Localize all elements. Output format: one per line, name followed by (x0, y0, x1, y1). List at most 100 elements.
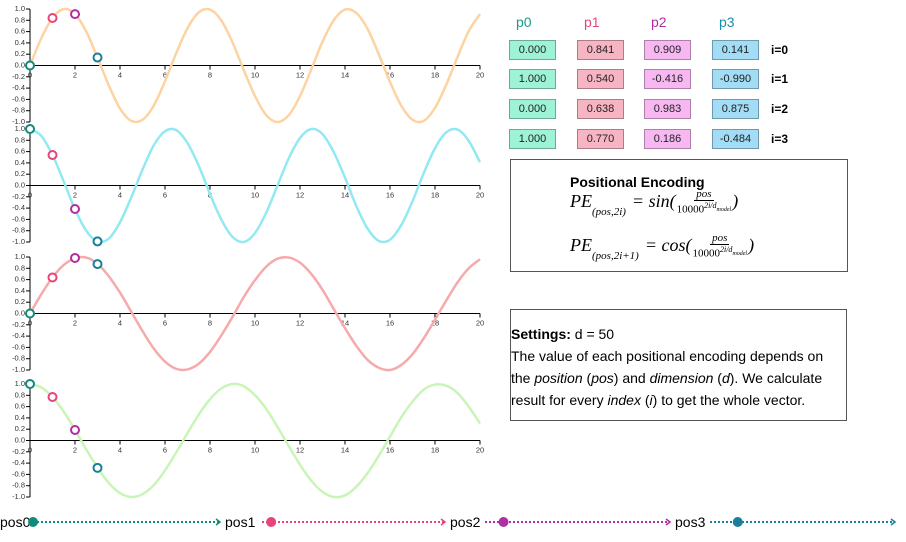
numerator: pos (694, 188, 714, 201)
x-tick-label: 6 (163, 70, 167, 79)
denominator: 100002i/dmodel (677, 201, 732, 216)
formula-eq: = sin( (631, 191, 676, 212)
point (70, 424, 80, 435)
y-tick-label: -0.6 (12, 469, 25, 478)
slider-knob[interactable] (498, 517, 509, 527)
point (47, 149, 58, 160)
column-header: p1 (584, 14, 600, 30)
y-tick-label: 1.0 (15, 252, 25, 261)
y-tick-label: -0.4 (12, 458, 25, 467)
y-tick-label: 1.0 (15, 379, 25, 388)
column-header: p2 (651, 14, 667, 30)
x-tick-label: 12 (296, 190, 304, 199)
curve (29, 127, 482, 244)
x-tick-label: 10 (251, 70, 259, 79)
x-tick-label: 6 (163, 445, 167, 454)
exponent-text: 2i/d (704, 201, 717, 210)
point (92, 52, 103, 63)
formula-box: Positional Encoding PE (pos,2i) = sin(pos 1… (510, 159, 848, 272)
x-tick-label: 16 (386, 70, 394, 79)
formula-title: Positional Encoding (570, 174, 705, 190)
slider-knob[interactable] (28, 517, 38, 527)
point (47, 391, 58, 402)
y-tick-label: -1.0 (12, 237, 25, 246)
curve (28, 7, 482, 124)
y-tick-label: -1.0 (12, 117, 25, 126)
point (47, 272, 58, 283)
settings-text: The value of each positional encoding de… (511, 345, 846, 411)
slider-arrow (440, 518, 447, 526)
x-tick-label: 6 (163, 190, 167, 199)
y-tick-label: 0.0 (15, 308, 25, 317)
x-tick-label: 0 (28, 318, 32, 327)
y-tick-label: -0.8 (12, 106, 25, 115)
column-header: p3 (719, 14, 735, 30)
formula-line: PE (pos,2i) = sin(pos 100002i/dmodel) (570, 188, 739, 218)
y-tick-label: 0.0 (15, 435, 25, 444)
formula-sub: (pos,2i+1) (592, 249, 639, 262)
x-tick-label: 2 (73, 70, 77, 79)
slider-label: pos1 (225, 514, 256, 530)
y-tick-label: 1.0 (15, 124, 25, 133)
x-tick-label: 0 (28, 70, 32, 79)
x-tick-label: 6 (163, 318, 167, 327)
slider-knob[interactable] (732, 517, 743, 527)
settings-line: Settings: d = 50 (511, 323, 846, 345)
x-tick-label: 14 (341, 445, 349, 454)
exponent-sub: model (716, 206, 732, 213)
numerator: pos (710, 232, 730, 245)
x-tick-label: 4 (118, 70, 122, 79)
y-tick-label: -0.2 (12, 192, 25, 201)
cell: 0.875 (712, 99, 759, 119)
exponent: 2i/dmodel (720, 245, 747, 257)
point (70, 204, 80, 215)
x-tick-label: 20 (476, 445, 484, 454)
x-tick-label: 10 (251, 318, 259, 327)
text-segment: dimension (649, 370, 714, 386)
x-tick-label: 12 (296, 445, 304, 454)
cell: 0.000 (509, 99, 556, 119)
y-tick-label: -0.2 (12, 72, 25, 81)
cell: -0.484 (712, 129, 759, 149)
x-tick-label: 2 (73, 190, 77, 199)
y-tick-label: 0.8 (15, 15, 25, 24)
point (25, 124, 35, 134)
y-tick-label: -1.0 (12, 492, 25, 501)
text-segment: i (649, 392, 653, 408)
cell: 1.000 (509, 129, 556, 149)
x-tick-label: 20 (476, 318, 484, 327)
fraction: pos 100002i/dmodel (692, 232, 747, 260)
y-tick-label: 0.4 (15, 38, 25, 47)
y-tick-label: -0.8 (12, 226, 25, 235)
row-label: i=3 (771, 132, 789, 146)
formula-line: PE (pos,2i+1) = cos(pos 100002i/dmodel) (570, 232, 754, 262)
slider-arrow (665, 518, 672, 526)
slider-arrow (215, 518, 222, 526)
x-tick-label: 2 (73, 445, 77, 454)
y-tick-label: -0.6 (12, 94, 25, 103)
text-segment: ) and (613, 370, 650, 386)
settings-value: d = 50 (574, 326, 615, 342)
exponent: 2i/dmodel (704, 201, 732, 213)
text-segment: ) to get the whole vector. (652, 392, 806, 408)
y-tick-label: 0.2 (15, 424, 25, 433)
y-tick-label: 0.6 (15, 402, 25, 411)
x-tick-label: 4 (118, 318, 122, 327)
cell: 0.000 (509, 40, 556, 60)
text-segment: ( (640, 392, 650, 408)
slider-label: pos0 (0, 514, 31, 530)
y-tick-label: 0.8 (15, 263, 25, 272)
x-tick-label: 10 (251, 445, 259, 454)
slider-knob[interactable] (266, 517, 277, 527)
x-tick-label: 0 (28, 190, 32, 199)
x-tick-label: 4 (118, 190, 122, 199)
formula-close: ) (732, 191, 739, 212)
row-label: i=2 (771, 102, 789, 116)
text-segment: pos (591, 370, 614, 386)
cell: 0.540 (577, 69, 624, 89)
x-tick-label: 8 (208, 318, 212, 327)
y-tick-label: -0.2 (12, 320, 25, 329)
x-tick-label: 14 (341, 190, 349, 199)
y-tick-label: -0.6 (12, 214, 25, 223)
